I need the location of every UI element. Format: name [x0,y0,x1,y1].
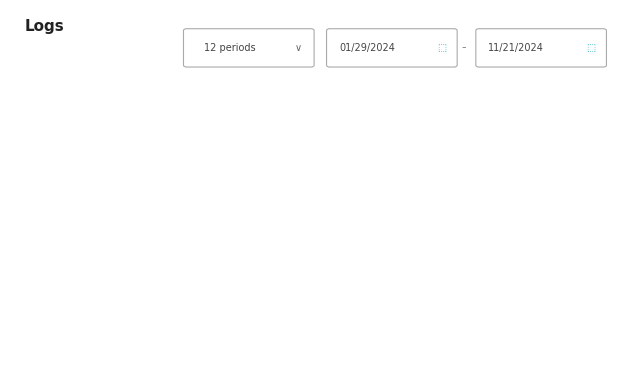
Bar [62,96,114,295]
Legend: App access, Payment, SMS, Email, Directories, Integrations, Records peak, Alloca: App access, Payment, SMS, Email, Directo… [157,344,509,371]
Text: ⬚: ⬚ [437,43,446,53]
FancyBboxPatch shape [183,29,314,67]
Bar [487,96,560,295]
Text: -: - [461,41,466,54]
Text: 11/21/2024: 11/21/2024 [488,43,544,53]
Text: ∨: ∨ [295,43,302,53]
Bar [333,96,414,295]
Text: 01/29/2024: 01/29/2024 [339,43,395,53]
FancyBboxPatch shape [327,29,457,67]
Text: 12 periods: 12 periods [205,43,256,53]
Text: ⬚: ⬚ [587,43,595,53]
Text: Logs: Logs [25,19,65,34]
FancyBboxPatch shape [476,29,606,67]
Bar [173,96,251,295]
